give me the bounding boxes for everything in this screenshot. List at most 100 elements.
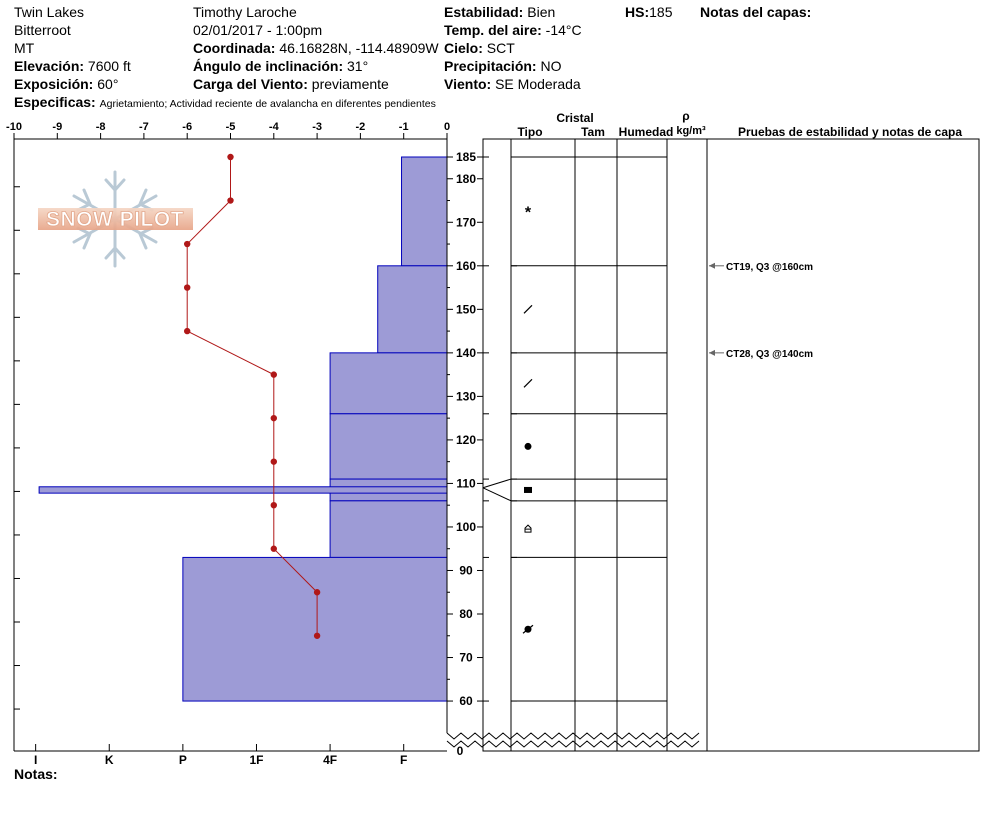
hardness-layer	[182, 556, 448, 702]
decomposing-fragments-icon	[523, 378, 533, 388]
height-tick-label: 180	[456, 172, 476, 186]
temperature-line	[186, 157, 318, 636]
tests-header: Pruebas de estabilidad y notas de capa	[738, 125, 962, 139]
ice-formation-icon	[524, 486, 532, 493]
observer: Timothy Laroche	[193, 4, 297, 20]
stability-tests: CT19, Q3 @160cm CT28, Q3 @140cm	[709, 262, 813, 360]
type-header: Tipo	[517, 125, 542, 139]
height-tick-label: 80	[459, 607, 473, 621]
height-axis: 60 70 80 90 100 110 120 130 140 150 160 170 180 185	[14, 139, 483, 733]
thin-hardness-layer	[38, 486, 448, 494]
svg-text:*: *	[525, 204, 532, 221]
arrow-left-icon	[709, 262, 715, 269]
sky: Cielo: SCT	[444, 40, 515, 56]
datetime: 02/01/2017 - 1:00pm	[193, 22, 323, 38]
hardness-layer	[377, 265, 448, 354]
faceted-crystals-icon	[524, 524, 532, 533]
temperature-point	[270, 414, 277, 422]
stability-test-label: CT19, Q3 @160cm	[726, 262, 813, 273]
temperature-point	[313, 589, 321, 596]
grain-symbols: *	[522, 204, 534, 634]
arrow-left-icon	[709, 349, 715, 356]
thin-layer-connector	[482, 478, 512, 502]
height-tick-label: 60	[459, 694, 473, 708]
specifics: Especificas: Agrietamiento; Actividad re…	[14, 94, 436, 110]
height-tick-label: 170	[456, 215, 476, 229]
temp-tick-label: -2	[356, 121, 366, 133]
temperature-point	[270, 458, 277, 465]
rounded-grains-icon	[524, 442, 532, 450]
height-tick-label: 120	[456, 433, 476, 447]
rho-header: ρ	[682, 109, 689, 123]
hardness-layers	[38, 156, 448, 702]
temp-tick-label: -8	[96, 121, 106, 133]
height-tick-label: 160	[456, 259, 476, 273]
height-tick-label: 90	[459, 563, 473, 577]
location: Twin Lakes	[14, 4, 85, 20]
temperature-profile	[184, 153, 321, 639]
axis-break-mark-2	[446, 740, 700, 748]
temperature-ticks: -10 -9 -8 -7 -6 -5 -4 -3 -2 -1 0	[6, 121, 450, 139]
hardness-tick-label: 1F	[249, 753, 263, 767]
layer-table	[482, 138, 980, 752]
hardness-layer	[329, 500, 448, 558]
temp-tick-label: -6	[182, 121, 192, 133]
size-header: Tam	[581, 125, 605, 139]
temp-tick-label: -3	[312, 121, 322, 133]
temperature-point	[270, 371, 277, 378]
height-zero-label: 0	[457, 744, 464, 758]
wind: Viento: SE Moderada	[444, 76, 581, 92]
temp-tick-label: -7	[139, 121, 149, 133]
height-tick-label: 110	[456, 476, 476, 490]
air-temp: Temp. del aire: -14°C	[444, 22, 582, 38]
aspect: Exposición: 60°	[14, 76, 119, 92]
crystal-header: Cristal	[556, 111, 593, 125]
height-tick-label: 185	[456, 150, 476, 164]
layer-notes-label: Notas del capas:	[700, 4, 812, 20]
rounded-facets-icon	[522, 624, 534, 634]
precipitation: Precipitación: NO	[444, 58, 562, 74]
stability: Estabilidad: Bien	[444, 4, 556, 20]
temperature-point	[184, 284, 191, 291]
temperature-point	[227, 197, 234, 204]
temperature-point	[270, 501, 277, 509]
moisture-header: Humedad	[619, 125, 674, 139]
snow-height: HS:185	[625, 4, 673, 20]
temp-tick-label: 0	[444, 121, 450, 133]
decomposing-fragments-icon	[523, 304, 533, 314]
temp-tick-label: -1	[399, 121, 409, 133]
hardness-layer	[401, 156, 448, 267]
precipitation-particles-icon: *	[525, 204, 532, 221]
snowpilot-logo: SNOW PILOT	[38, 170, 193, 268]
height-tick-label: 150	[456, 302, 476, 316]
range: Bitterroot	[14, 22, 71, 38]
temperature-point	[270, 545, 277, 552]
height-tick-label: 70	[459, 651, 473, 665]
logo-text: SNOW PILOT	[46, 208, 184, 231]
temperature-point	[184, 327, 191, 335]
hardness-layer	[329, 352, 448, 415]
hardness-tick-label: P	[179, 753, 187, 767]
temperature-point	[313, 632, 321, 639]
notes-label: Notas:	[14, 766, 58, 782]
state: MT	[14, 40, 35, 56]
elevation: Elevación: 7600 ft	[14, 58, 131, 74]
temp-tick-label: -9	[52, 121, 62, 133]
hardness-tick-label: F	[400, 753, 407, 767]
temp-tick-label: -4	[269, 121, 280, 133]
hardness-tick-label: K	[105, 753, 114, 767]
temp-tick-label: -10	[6, 121, 22, 133]
height-tick-label: 140	[456, 346, 476, 360]
slope-angle: Ángulo de inclinación: 31°	[193, 58, 369, 74]
hardness-layer	[329, 413, 448, 480]
density-unit-header: kg/m³	[676, 125, 706, 137]
height-tick-label: 130	[456, 389, 476, 403]
coordinates: Coordinada: 46.16828N, -114.48909W	[193, 40, 439, 56]
temperature-point	[227, 153, 234, 161]
stability-test-label: CT28, Q3 @140cm	[726, 349, 813, 360]
temp-tick-label: -5	[226, 121, 236, 133]
axis-break-mark	[446, 732, 700, 740]
layer-boundaries	[482, 156, 667, 702]
hardness-tick-label: I	[34, 753, 37, 767]
